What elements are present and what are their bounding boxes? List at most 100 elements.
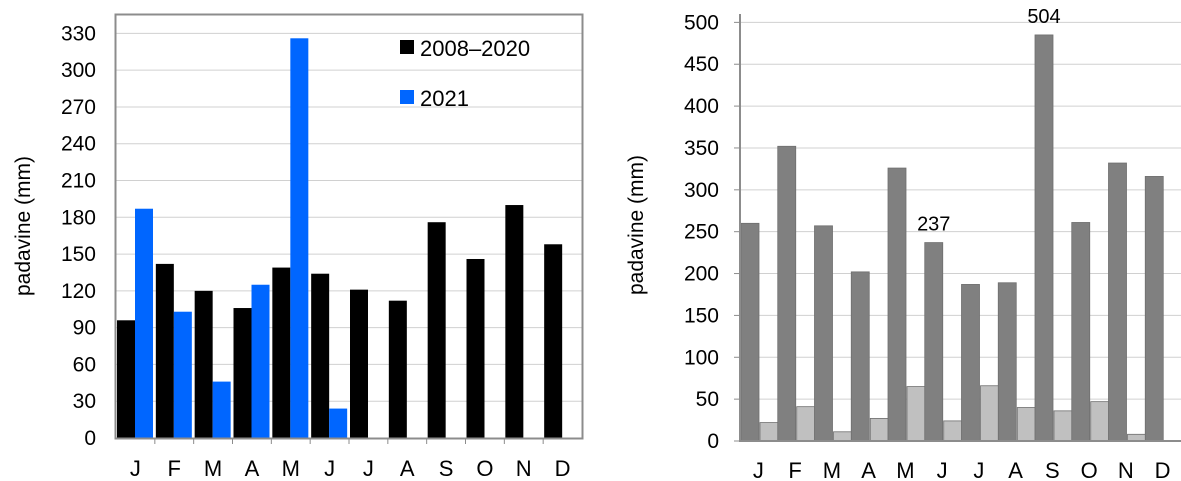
annotation-label: 504 [1027, 6, 1060, 28]
bar-2021-0 [135, 208, 153, 438]
x-tick-label: M [896, 458, 914, 481]
bar-2021-1 [173, 311, 192, 438]
x-tick-label: F [788, 458, 801, 481]
x-tick-label: O [476, 456, 493, 481]
bar-2021-4 [290, 38, 309, 438]
y-tick-label: 250 [684, 221, 719, 244]
x-tick-label: D [1155, 458, 1171, 481]
bar-2008-2020-8 [427, 222, 446, 438]
y-tick-label: 0 [707, 430, 719, 453]
annotation-label: 237 [917, 214, 950, 236]
bar-series1-4 [887, 167, 907, 442]
legend-label-2021: 2021 [420, 86, 469, 111]
x-tick-label: S [1045, 458, 1060, 481]
bar-series2-9 [1090, 401, 1110, 442]
y-tick-label: 300 [61, 59, 96, 82]
y-axis-label: padavine (mm) [12, 156, 35, 296]
bar-2008-2020-11 [544, 244, 563, 438]
x-tick-label: M [823, 458, 841, 481]
bar-2021-5 [329, 408, 348, 438]
bar-series1-8 [1034, 34, 1054, 442]
x-tick-label: J [324, 456, 335, 481]
x-tick-label: D [555, 456, 571, 481]
bar-series1-9 [1071, 222, 1091, 442]
bar-2008-2020-2 [194, 290, 213, 438]
y-tick-label: 150 [684, 304, 719, 327]
bar-series2-2 [833, 431, 852, 442]
y-tick-label: 300 [684, 179, 719, 202]
bar-2008-2020-1 [155, 263, 174, 438]
y-tick-label: 150 [61, 243, 96, 266]
x-tick-label: A [1008, 458, 1023, 481]
bar-2008-2020-4 [272, 267, 291, 438]
y-tick-label: 60 [73, 353, 96, 376]
x-tick-label: J [363, 456, 374, 481]
bar-2008-2020-0 [117, 320, 135, 438]
y-tick-label: 120 [61, 280, 96, 303]
bar-2008-2020-9 [466, 258, 485, 438]
bar-series2-10 [1127, 433, 1146, 442]
x-tick-label: A [245, 456, 260, 481]
bar-2008-2020-6 [350, 289, 368, 438]
x-tick-label: M [282, 456, 300, 481]
x-tick-label: J [130, 456, 141, 481]
y-tick-label: 270 [61, 96, 96, 119]
bar-series1-7 [997, 282, 1017, 442]
y-tick-label: 0 [84, 427, 96, 450]
x-tick-label: J [937, 458, 948, 481]
bar-2008-2020-10 [505, 205, 524, 438]
x-tick-label: F [168, 456, 181, 481]
x-tick-label: J [973, 458, 984, 481]
y-tick-label: 500 [684, 11, 719, 34]
bar-series2-0 [759, 422, 779, 442]
bar-series2-5 [943, 420, 963, 442]
x-tick-label: S [439, 456, 454, 481]
bar-series2-4 [906, 386, 926, 442]
bar-series1-3 [850, 271, 870, 442]
bar-series1-0 [740, 222, 760, 442]
bar-series2-1 [796, 406, 816, 442]
y-tick-label: 200 [684, 263, 719, 286]
x-tick-label: A [400, 456, 415, 481]
y-tick-label: 450 [684, 53, 719, 76]
y-tick-label: 400 [684, 95, 719, 118]
y-tick-label: 240 [61, 133, 96, 156]
bar-series2-7 [1016, 407, 1036, 442]
x-tick-label: A [861, 458, 876, 481]
bar-2021-2 [212, 381, 231, 438]
x-tick-label: N [1118, 458, 1134, 481]
x-tick-label: O [1081, 458, 1098, 481]
y-tick-label: 330 [61, 22, 96, 45]
bar-series1-5 [924, 242, 944, 442]
x-tick-label: J [753, 458, 764, 481]
x-tick-label: M [204, 456, 222, 481]
bar-series2-6 [980, 385, 999, 442]
x-tick-label: N [516, 456, 532, 481]
legend-swatch-2008-2020 [400, 40, 414, 54]
bar-series1-6 [961, 284, 980, 442]
y-tick-label: 50 [696, 388, 719, 411]
legend-label-2008-2020: 2008–2020 [420, 36, 530, 61]
bar-2008-2020-3 [233, 308, 252, 438]
y-tick-label: 100 [684, 346, 719, 369]
bar-series1-1 [777, 145, 797, 442]
y-tick-label: 90 [73, 317, 96, 340]
y-tick-label: 180 [61, 206, 96, 229]
bar-series1-11 [1144, 176, 1164, 442]
y-axis-label: padavine (mm) [625, 155, 648, 295]
legend-swatch-2021 [400, 90, 414, 104]
bar-2021-3 [251, 284, 270, 438]
bar-series2-3 [869, 417, 889, 442]
bar-series2-8 [1053, 410, 1073, 442]
bar-2008-2020-5 [311, 273, 330, 438]
y-tick-label: 350 [684, 137, 719, 160]
y-tick-label: 210 [61, 170, 96, 193]
bar-series1-2 [814, 225, 833, 442]
bar-2008-2020-7 [388, 300, 407, 438]
legend: 2008–2020 2021 [400, 36, 530, 111]
plot-area-frame [114, 13, 584, 440]
bar-series1-10 [1108, 162, 1127, 442]
